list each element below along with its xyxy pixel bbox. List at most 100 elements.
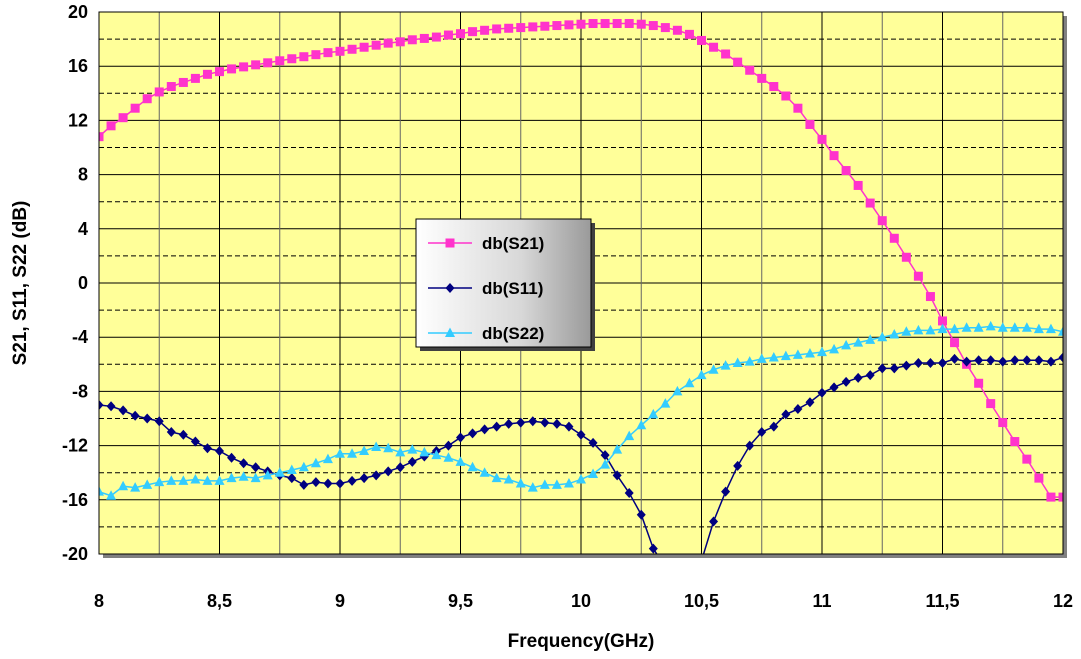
series-1-point (516, 417, 526, 428)
series-1-point (962, 356, 972, 367)
series-0-point (588, 19, 598, 29)
series-2-point (624, 430, 635, 441)
series-1-point (552, 418, 562, 429)
series-1-point (142, 413, 152, 424)
series-1-point (443, 440, 453, 451)
series-1-point (118, 405, 128, 416)
series-0-point (745, 65, 755, 75)
x-tick-label: 11 (812, 591, 831, 611)
y-tick-label: 4 (78, 219, 88, 239)
series-1-point (1010, 355, 1020, 366)
series-0-point (202, 69, 212, 79)
x-tick-label: 10 (571, 591, 591, 611)
series-2-point (817, 346, 827, 357)
series-0-point (733, 57, 743, 67)
series-1-point (106, 401, 116, 412)
series-0-point (263, 58, 273, 68)
series-1-point (166, 427, 176, 438)
series-2-point (178, 475, 189, 485)
series-2-point (274, 467, 285, 477)
legend-point (445, 238, 455, 248)
series-0-point (1046, 492, 1056, 502)
series-1-point (612, 470, 622, 481)
series-2-point (636, 419, 647, 430)
series-1 (99, 352, 1063, 573)
x-tick-label: 8 (94, 591, 104, 611)
y-tick-label: -8 (72, 381, 88, 401)
series-2-point (792, 349, 803, 359)
series-2-point (371, 441, 382, 451)
series-2-point (515, 478, 526, 488)
series-2-point (118, 480, 129, 491)
series-1-point (540, 417, 550, 428)
y-tick-label: -4 (72, 327, 88, 347)
series-2-point (889, 328, 900, 339)
series-1-point (901, 360, 911, 371)
series-2-point (829, 343, 840, 354)
series-1-point (154, 416, 164, 427)
series-2-point (901, 326, 912, 336)
series-1-point (648, 543, 658, 554)
series-1-point (841, 376, 851, 387)
series-0-point (648, 21, 658, 31)
series-0-point (311, 50, 321, 60)
series-0-point (805, 119, 815, 129)
series-2-point (563, 478, 574, 488)
series-2-point (925, 324, 936, 335)
y-tick-label: -12 (62, 436, 88, 456)
series-1-point (974, 355, 984, 366)
series-2-point (214, 475, 225, 485)
legend-point (445, 327, 455, 337)
series-2-point (985, 320, 996, 331)
series-0-point (178, 77, 188, 87)
series-2-point (937, 323, 948, 334)
series-1-point (938, 357, 947, 368)
series-2-point (130, 482, 141, 492)
series-2-point (732, 357, 743, 367)
legend-point (445, 283, 455, 293)
series-1-point (661, 563, 670, 573)
series-0-point (925, 292, 935, 302)
series-1-point (371, 470, 381, 481)
series-2-point (1058, 326, 1063, 336)
series-2-point (660, 398, 671, 408)
y-tick-label: 0 (78, 273, 88, 293)
series-0-point (576, 19, 586, 29)
series-0-point (950, 338, 960, 348)
series-1-point (178, 429, 188, 440)
series-0-point (227, 64, 237, 74)
series-0-point (106, 121, 116, 131)
series-1-point (99, 399, 104, 410)
series-1-point (925, 357, 935, 368)
series-2-point (877, 331, 888, 342)
series-2-point (190, 473, 201, 484)
x-tick-label: 12 (1053, 591, 1073, 611)
series-0-point (130, 103, 140, 113)
series-0-point (889, 233, 899, 243)
series-2-point (262, 469, 273, 480)
x-tick-label: 11,5 (925, 591, 959, 611)
series-2-point (600, 459, 611, 469)
series-1-point (793, 404, 803, 415)
series-2-point (443, 452, 454, 462)
series-0-point (480, 25, 490, 35)
series-2-point (551, 479, 562, 489)
series-2-point (696, 369, 707, 380)
series-2-point (322, 453, 333, 464)
series-0-point (974, 378, 984, 388)
series-2-point (612, 444, 623, 454)
y-tick-label: 8 (78, 165, 88, 185)
series-0-point (431, 32, 441, 42)
series-1-point (468, 428, 478, 439)
series-0-point (118, 113, 128, 123)
series-1-point (215, 446, 224, 457)
series-0-point (468, 27, 478, 37)
series-0-point (865, 198, 875, 208)
series-0-point (419, 33, 429, 43)
series-2-point (286, 464, 297, 474)
series-1-point (757, 427, 767, 438)
series-1-point (709, 516, 719, 527)
y-tick-label: -16 (62, 490, 88, 510)
series-0-point (239, 62, 249, 72)
